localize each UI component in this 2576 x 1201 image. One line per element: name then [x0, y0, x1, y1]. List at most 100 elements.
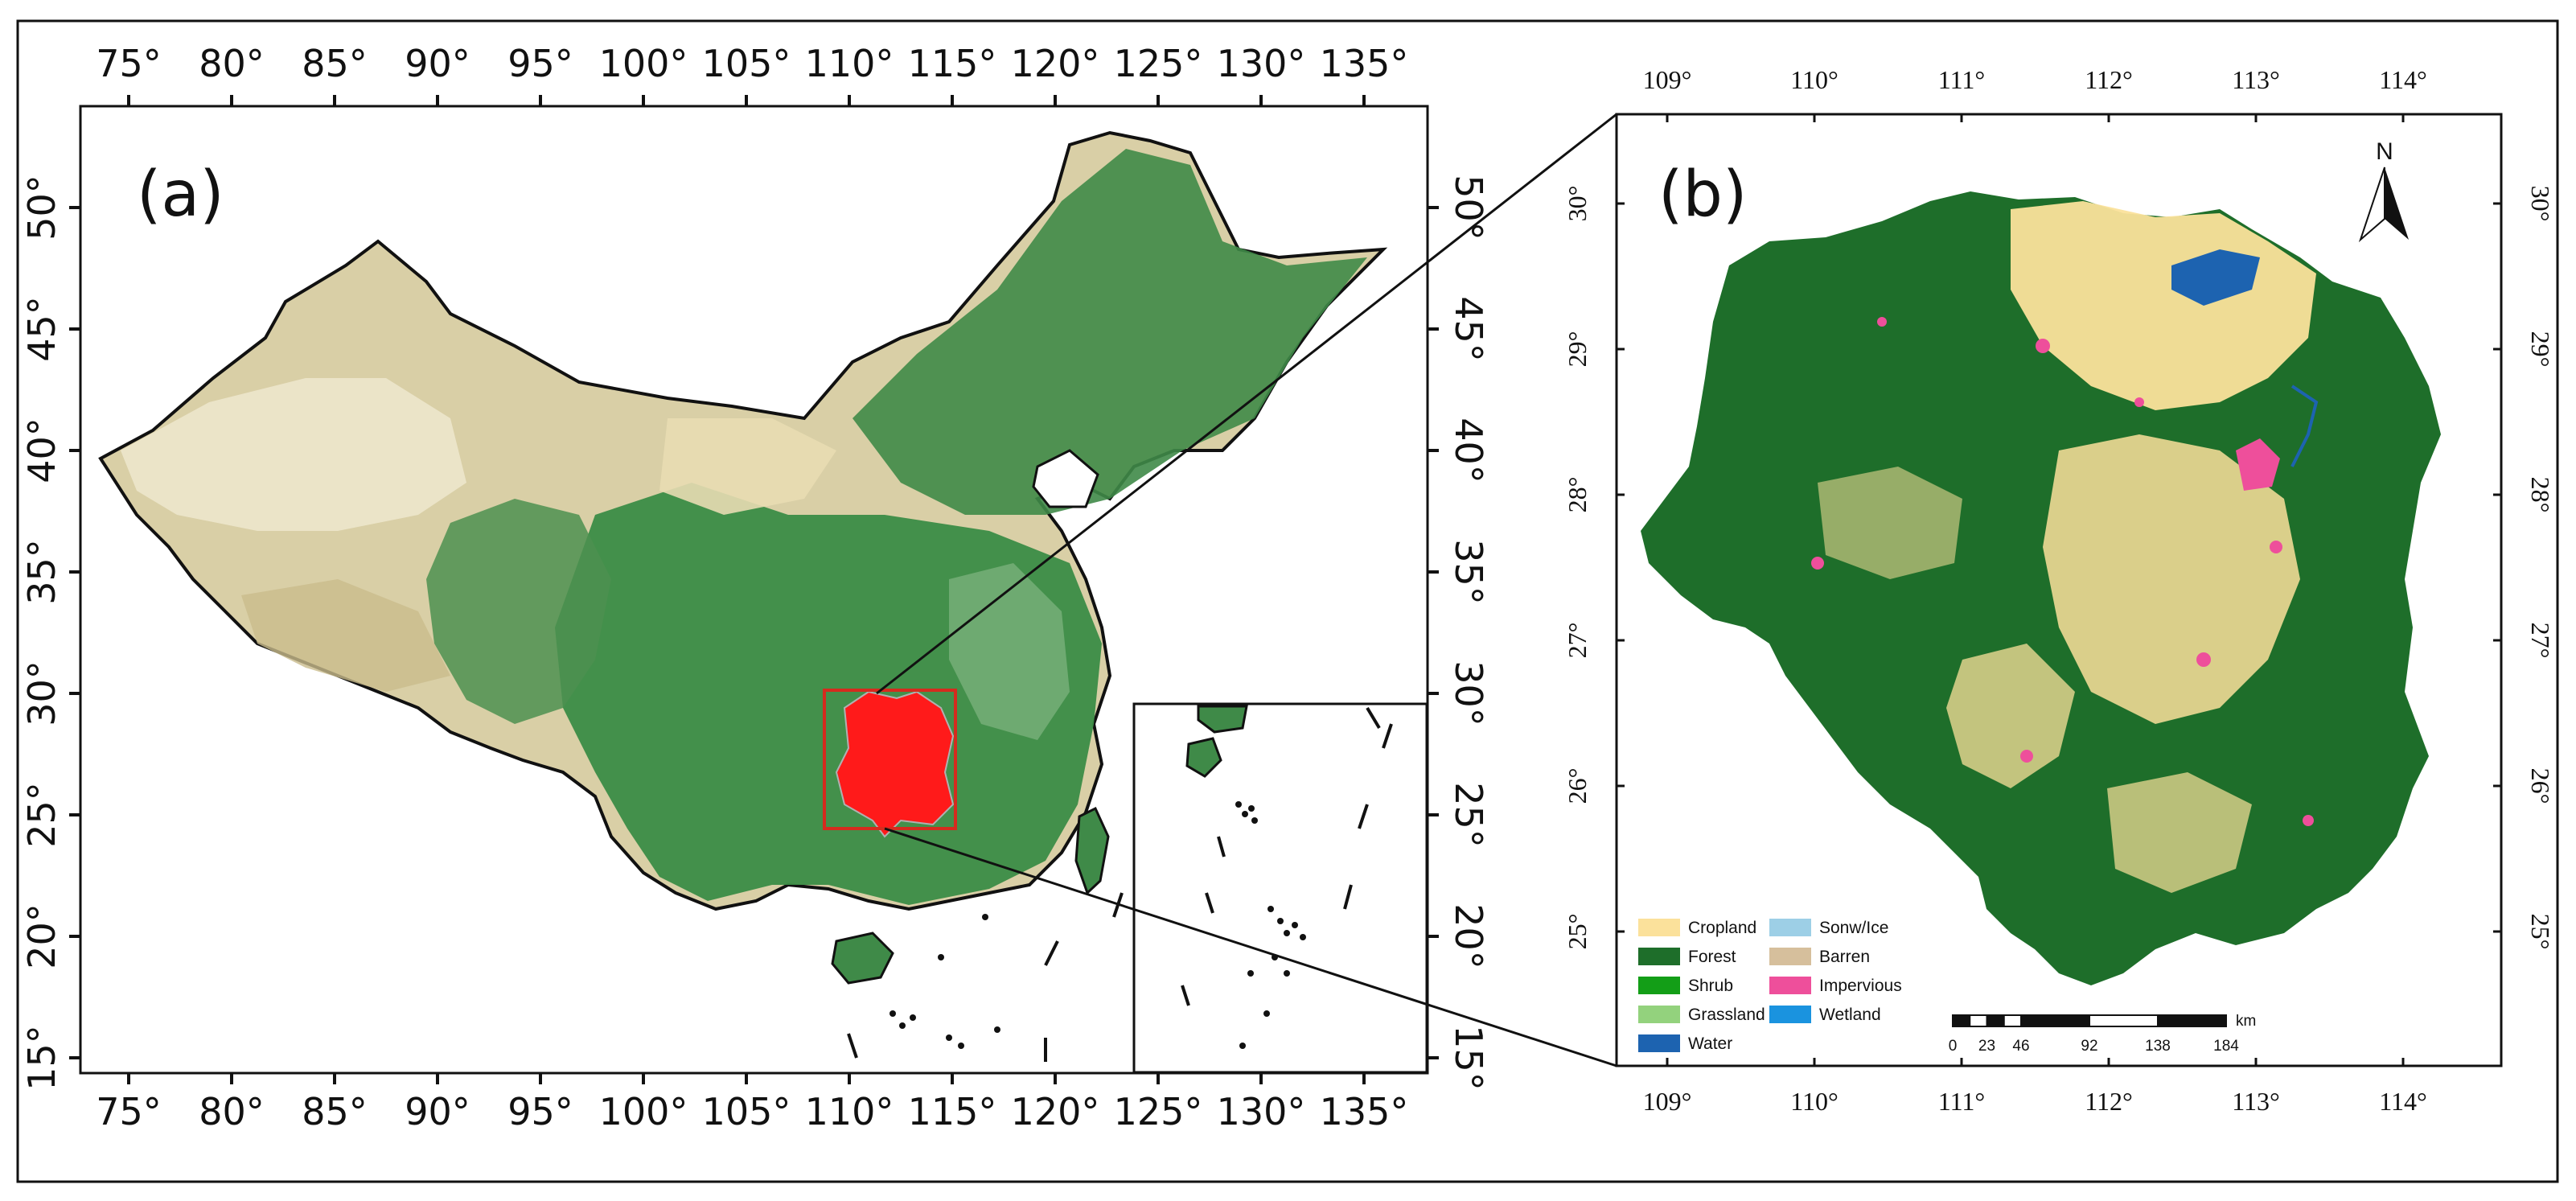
- taiwan-island: [1074, 806, 1110, 895]
- hunan-landcover: [1641, 191, 2441, 985]
- scale-segment: [2089, 1014, 2159, 1027]
- b-lon-tick-bottom: 109°: [1643, 1087, 1692, 1116]
- panel-b-lon-ticks-top: 109° 110° 111° 112° 113° 114°: [1643, 65, 2427, 94]
- legend-swatch: [1769, 1006, 1811, 1023]
- scale-tick-label: 46: [2012, 1038, 2029, 1055]
- inset-islands: [1235, 801, 1306, 1049]
- b-lat-tick-right: 30°: [2526, 186, 2555, 222]
- inset-coast: [1197, 705, 1248, 734]
- b-lon-tick-bottom: 113°: [2232, 1087, 2280, 1116]
- panel-b: (b) N Cropland Forest Shrub Grassland Water S…: [1563, 65, 2555, 1116]
- urban-patches: [1811, 317, 2314, 826]
- scale-tick-label: 23: [1978, 1038, 1995, 1055]
- a-lat-tick-left: 30°: [20, 660, 64, 726]
- b-lon-tick-bottom: 111°: [1938, 1087, 1985, 1116]
- scale-tick-label: 184: [2213, 1038, 2239, 1055]
- a-lat-tick-left: 20°: [20, 903, 64, 969]
- a-lon-tick-bottom: 95°: [507, 1090, 573, 1133]
- a-lat-tick-left: 25°: [20, 782, 64, 848]
- legend-swatch: [1638, 977, 1680, 994]
- legend-label: Water: [1688, 1034, 1732, 1053]
- study-area-box: [823, 689, 957, 830]
- changsha-impervious: [2236, 438, 2280, 491]
- figure-frame: [16, 19, 2559, 1183]
- southeast-cropland: [2107, 772, 2252, 893]
- a-lat-tick-left: 50°: [20, 175, 64, 241]
- west-cropland: [1818, 467, 1962, 579]
- east-plain: [949, 563, 1070, 740]
- a-lat-tick-right: 20°: [1447, 903, 1490, 969]
- panel-b-lon-ticks-bottom: 109° 110° 111° 112° 113° 114°: [1643, 1087, 2427, 1116]
- a-lon-tick-bottom: 105°: [702, 1090, 791, 1133]
- legend-label: Shrub: [1688, 977, 1733, 995]
- dongting-lake: [2171, 249, 2260, 306]
- scale-segment: [1986, 1014, 2005, 1027]
- central-cropland: [2043, 434, 2300, 724]
- south-sea-dashes: [847, 892, 1124, 1062]
- legend-label: Cropland: [1688, 919, 1756, 937]
- zoom-connector-lines: [876, 113, 1617, 1067]
- panel-a-lat-ticks-right: 15°20°25°30°35°40°45°50°: [1447, 175, 1490, 1091]
- b-lat-tick-right: 27°: [2526, 623, 2555, 659]
- legend-swatch: [1769, 948, 1811, 965]
- b-lat-tick-right: 26°: [2526, 768, 2555, 804]
- a-lon-tick-top: 105°: [702, 42, 791, 85]
- a-lat-tick-left: 40°: [20, 417, 64, 483]
- b-lon-tick-top: 109°: [1643, 65, 1692, 94]
- panel-a-tick-marks: [69, 95, 1439, 1084]
- north-arrow: N: [2358, 138, 2409, 243]
- qinghai-vegetation: [426, 499, 611, 724]
- a-lon-tick-top: 75°: [96, 42, 162, 85]
- b-lon-tick-bottom: 112°: [2085, 1087, 2133, 1116]
- a-lon-tick-bottom: 110°: [805, 1090, 894, 1133]
- inset-hainan: [1185, 737, 1222, 778]
- scale-segment: [2157, 1014, 2227, 1027]
- north-label: N: [2376, 138, 2393, 165]
- scale-bar: 0 23 46 92 138 184 km: [1949, 1013, 2257, 1055]
- scale-segment: [2003, 1014, 2022, 1027]
- panel-b-lat-ticks-right: 25° 26° 27° 28° 29° 30°: [2526, 186, 2555, 950]
- b-lat-tick-left: 27°: [1563, 623, 1592, 659]
- legend-label: Grassland: [1688, 1006, 1765, 1024]
- a-lon-tick-top: 80°: [199, 42, 265, 85]
- study-area-highlight: [823, 689, 957, 838]
- panel-a: (a) 75° 80° 85° 90° 95° 100° 105° 110° 115° 120° 1…: [20, 42, 1490, 1133]
- b-lat-tick-left: 30°: [1563, 186, 1592, 222]
- a-lon-tick-bottom: 90°: [405, 1090, 470, 1133]
- scale-tick-label: 92: [2081, 1038, 2097, 1055]
- tibet-plateau: [241, 579, 450, 692]
- b-lon-tick-top: 111°: [1938, 65, 1985, 94]
- a-lon-tick-bottom: 115°: [908, 1090, 997, 1133]
- b-lon-tick-top: 112°: [2085, 65, 2133, 94]
- a-lon-tick-bottom: 100°: [599, 1090, 688, 1133]
- a-lat-tick-right: 40°: [1447, 417, 1490, 483]
- b-lon-tick-bottom: 110°: [1790, 1087, 1839, 1116]
- a-lon-tick-top: 120°: [1011, 42, 1100, 85]
- a-lon-tick-bottom: 85°: [302, 1090, 368, 1133]
- panel-a-lon-ticks-bottom: 75° 80° 85° 90° 95° 100° 105° 110° 115° 120° 125° 1…: [96, 1090, 1408, 1133]
- china-land: [98, 130, 1388, 1062]
- b-lon-tick-bottom: 114°: [2379, 1087, 2427, 1116]
- panel-b-label: (b): [1658, 158, 1747, 231]
- b-lat-tick-left: 28°: [1563, 477, 1592, 513]
- a-lat-tick-left: 45°: [20, 296, 64, 362]
- b-lon-tick-top: 113°: [2232, 65, 2280, 94]
- legend-label: Impervious: [1819, 977, 1902, 995]
- a-lon-tick-bottom: 135°: [1320, 1090, 1409, 1133]
- north-arrow-light: [2358, 167, 2385, 243]
- a-lat-tick-left: 15°: [20, 1025, 64, 1091]
- a-lat-tick-left: 35°: [20, 539, 64, 605]
- a-lon-tick-bottom: 120°: [1011, 1090, 1100, 1133]
- a-lon-tick-top: 130°: [1217, 42, 1306, 85]
- legend-swatch: [1769, 919, 1811, 936]
- legend-swatch: [1638, 948, 1680, 965]
- b-lat-tick-right: 29°: [2526, 331, 2555, 368]
- hainan-island: [831, 932, 894, 985]
- panel-b-lat-ticks-left: 25° 26° 27° 28° 29° 30°: [1563, 186, 1592, 950]
- tarim-desert: [121, 378, 466, 531]
- a-lon-tick-top: 90°: [405, 42, 470, 85]
- scale-tick-label: 138: [2145, 1038, 2171, 1055]
- landcover-legend: Cropland Forest Shrub Grassland Water Sonw/Ic…: [1638, 919, 1902, 1053]
- south-sea-islands: [889, 914, 1000, 1049]
